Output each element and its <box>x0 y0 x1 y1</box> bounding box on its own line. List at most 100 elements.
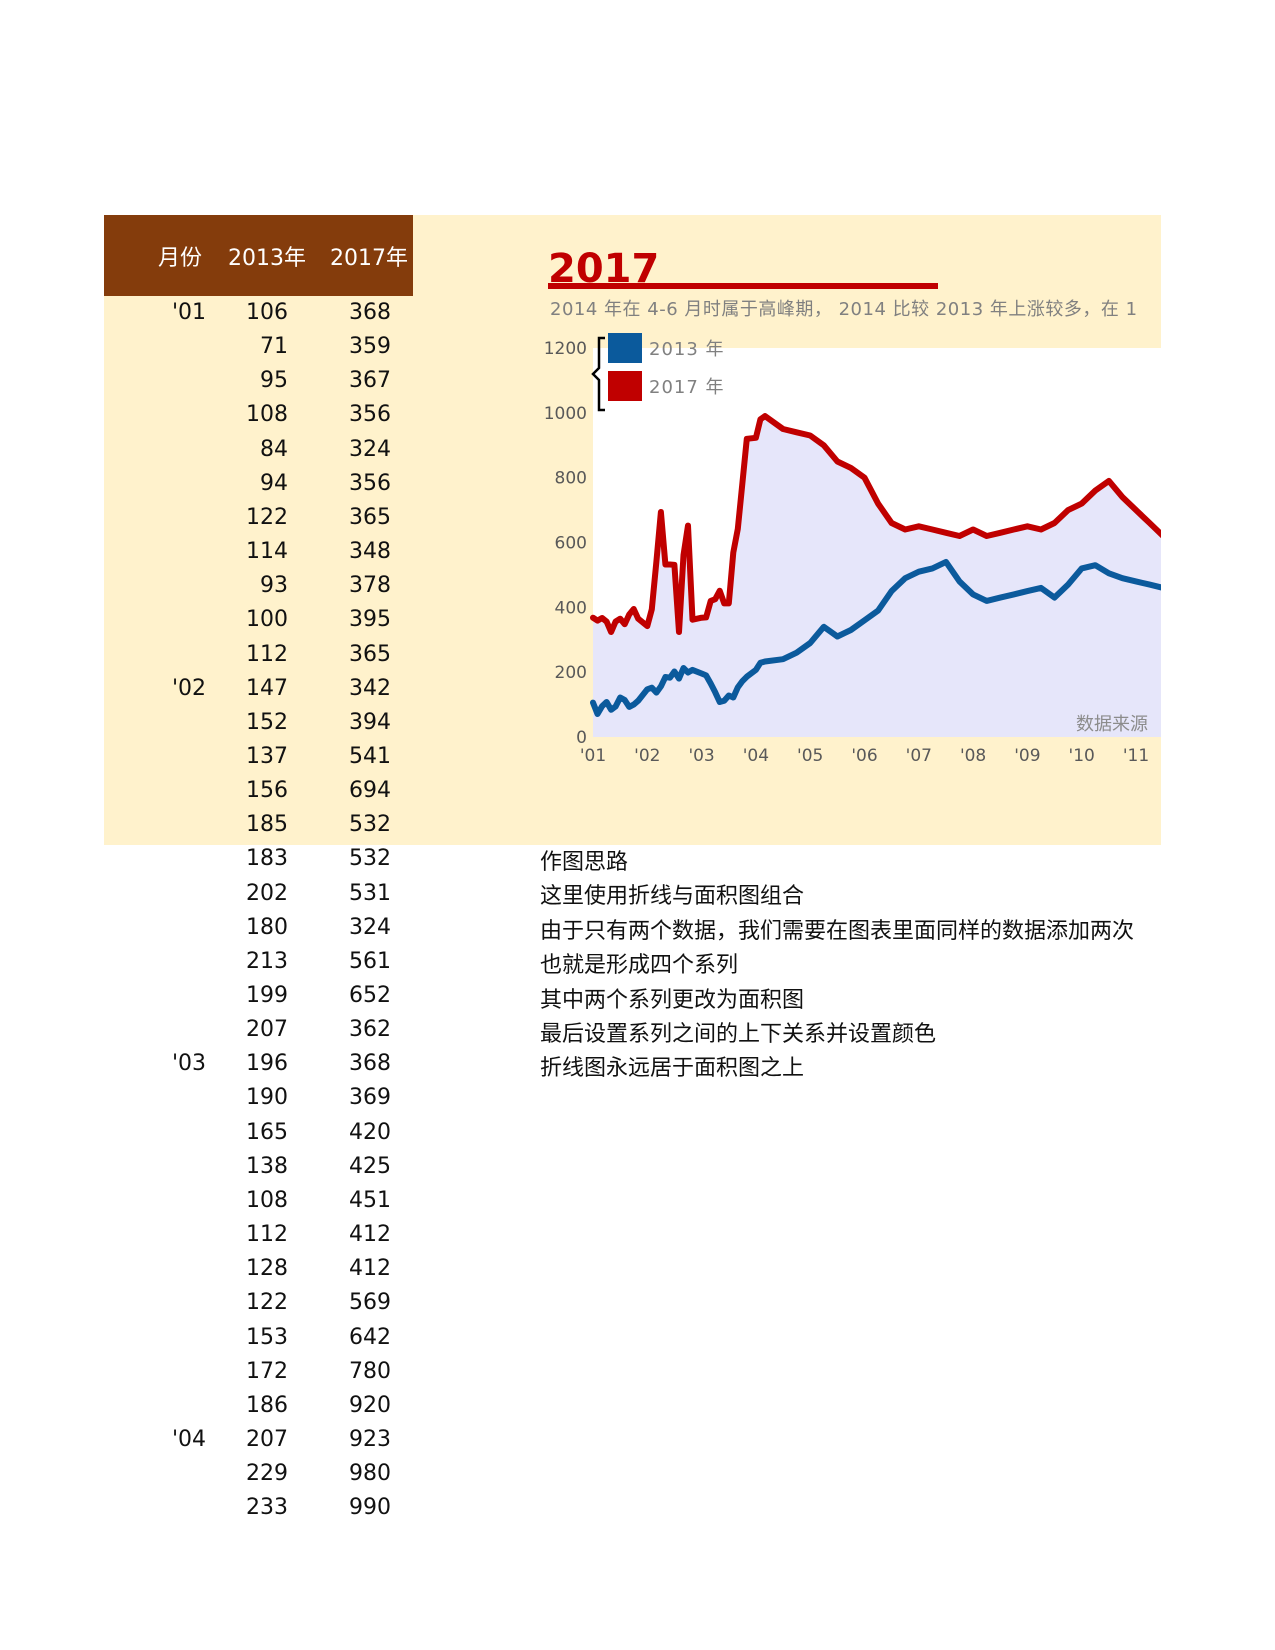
value-2013-cell[interactable]: 108 <box>246 402 288 428</box>
value-2013-cell[interactable]: 213 <box>246 948 288 974</box>
value-2017-cell[interactable]: 694 <box>349 778 391 804</box>
note-line-2[interactable]: 这里使用折线与面积图组合 <box>540 884 805 910</box>
value-2013-cell[interactable]: 207 <box>246 1426 288 1452</box>
x-tick-label: '06 <box>851 746 877 766</box>
value-2017-cell[interactable]: 365 <box>349 641 391 667</box>
value-2017-cell[interactable]: 532 <box>349 812 391 838</box>
value-2017-cell[interactable]: 412 <box>349 1222 391 1248</box>
value-2017-cell[interactable]: 532 <box>349 846 391 872</box>
value-2017-cell[interactable]: 923 <box>349 1426 391 1452</box>
value-2013-cell[interactable]: 180 <box>246 914 288 940</box>
value-2013-cell[interactable]: 233 <box>246 1495 288 1521</box>
value-2017-cell[interactable]: 324 <box>349 914 391 940</box>
value-2013-cell[interactable]: 84 <box>260 436 288 462</box>
value-2013-cell[interactable]: 153 <box>246 1324 288 1350</box>
note-line-3[interactable]: 由于只有两个数据，我们需要在图表里面同样的数据添加两次 <box>540 918 1135 944</box>
value-2017-cell[interactable]: 356 <box>349 402 391 428</box>
note-line-4[interactable]: 也就是形成四个系列 <box>540 953 739 979</box>
value-2013-cell[interactable]: 196 <box>246 1051 288 1077</box>
value-2013-cell[interactable]: 156 <box>246 778 288 804</box>
value-2017-cell[interactable]: 359 <box>349 334 391 360</box>
month-cell[interactable]: '01 <box>172 300 207 325</box>
value-2013-cell[interactable]: 95 <box>260 368 288 394</box>
value-2013-cell[interactable]: 112 <box>246 1222 288 1248</box>
y-tick-label: 200 <box>555 663 587 683</box>
value-2013-cell[interactable]: 137 <box>246 743 288 769</box>
value-2017-cell[interactable]: 980 <box>349 1461 391 1487</box>
table-row: 202 531 <box>104 877 413 911</box>
value-2017-cell[interactable]: 420 <box>349 1119 391 1145</box>
value-2017-cell[interactable]: 780 <box>349 1358 391 1384</box>
value-2013-cell[interactable]: 122 <box>246 1290 288 1316</box>
table-row: 199 652 <box>104 979 413 1013</box>
value-2013-cell[interactable]: 202 <box>246 880 288 906</box>
value-2017-cell[interactable]: 561 <box>349 948 391 974</box>
table-row: 94 356 <box>104 467 413 501</box>
value-2013-cell[interactable]: 183 <box>246 846 288 872</box>
value-2017-cell[interactable]: 369 <box>349 1085 391 1111</box>
note-line-1[interactable]: 作图思路 <box>540 850 629 875</box>
value-2017-cell[interactable]: 541 <box>349 743 391 769</box>
value-2017-cell[interactable]: 367 <box>349 368 391 394</box>
value-2017-cell[interactable]: 531 <box>349 880 391 906</box>
value-2013-cell[interactable]: 122 <box>246 504 288 530</box>
value-2017-cell[interactable]: 642 <box>349 1324 391 1350</box>
month-cell[interactable]: '03 <box>172 1051 207 1077</box>
header-month[interactable]: 月份 <box>158 246 203 271</box>
note-line-5[interactable]: 其中两个系列更改为面积图 <box>540 987 805 1013</box>
table-row: 180 324 <box>104 911 413 945</box>
value-2017-cell[interactable]: 990 <box>349 1495 391 1521</box>
value-2017-cell[interactable]: 920 <box>349 1392 391 1418</box>
value-2017-cell[interactable]: 368 <box>349 300 391 325</box>
table-row: '03 196 368 <box>104 1047 413 1081</box>
note-line-7[interactable]: 折线图永远居于面积图之上 <box>540 1056 805 1082</box>
value-2013-cell[interactable]: 186 <box>246 1392 288 1418</box>
value-2017-cell[interactable]: 569 <box>349 1290 391 1316</box>
value-2013-cell[interactable]: 152 <box>246 709 288 735</box>
value-2017-cell[interactable]: 365 <box>349 504 391 530</box>
value-2013-cell[interactable]: 94 <box>260 470 288 496</box>
value-2017-cell[interactable]: 378 <box>349 573 391 599</box>
value-2013-cell[interactable]: 108 <box>246 1187 288 1213</box>
header-2017[interactable]: 2017年 <box>330 246 408 271</box>
value-2017-cell[interactable]: 425 <box>349 1153 391 1179</box>
value-2013-cell[interactable]: 185 <box>246 812 288 838</box>
value-2017-cell[interactable]: 652 <box>349 983 391 1008</box>
value-2017-cell[interactable]: 356 <box>349 470 391 496</box>
value-2013-cell[interactable]: 128 <box>246 1256 288 1282</box>
table-row: 156 694 <box>104 774 413 808</box>
value-2013-cell[interactable]: 112 <box>246 641 288 667</box>
note-line-6[interactable]: 最后设置系列之间的上下关系并设置颜色 <box>540 1021 937 1047</box>
value-2017-cell[interactable]: 368 <box>349 1051 391 1077</box>
value-2017-cell[interactable]: 342 <box>349 675 391 701</box>
value-2013-cell[interactable]: 93 <box>260 573 288 599</box>
value-2013-cell[interactable]: 114 <box>246 539 288 565</box>
table-row: 122 365 <box>104 501 413 535</box>
table-row: 229 980 <box>104 1457 413 1491</box>
value-2013-cell[interactable]: 106 <box>246 300 288 325</box>
value-2013-cell[interactable]: 207 <box>246 1017 288 1043</box>
header-2013[interactable]: 2013年 <box>228 246 306 271</box>
table-row: 71 359 <box>104 330 413 364</box>
value-2017-cell[interactable]: 348 <box>349 539 391 565</box>
value-2017-cell[interactable]: 324 <box>349 436 391 462</box>
value-2013-cell[interactable]: 229 <box>246 1461 288 1487</box>
value-2017-cell[interactable]: 395 <box>349 607 391 633</box>
month-cell[interactable]: '04 <box>172 1426 207 1452</box>
value-2017-cell[interactable]: 412 <box>349 1256 391 1282</box>
x-tick-label: '09 <box>1014 746 1040 766</box>
value-2017-cell[interactable]: 394 <box>349 709 391 735</box>
value-2013-cell[interactable]: 100 <box>246 607 288 633</box>
value-2013-cell[interactable]: 172 <box>246 1358 288 1384</box>
value-2013-cell[interactable]: 71 <box>260 334 288 360</box>
value-2013-cell[interactable]: 165 <box>246 1119 288 1145</box>
x-tick-label: '02 <box>634 746 660 766</box>
value-2017-cell[interactable]: 451 <box>349 1187 391 1213</box>
month-cell[interactable]: '02 <box>172 675 207 701</box>
value-2013-cell[interactable]: 138 <box>246 1153 288 1179</box>
value-2013-cell[interactable]: 147 <box>246 675 288 701</box>
value-2017-cell[interactable]: 362 <box>349 1017 391 1043</box>
value-2013-cell[interactable]: 199 <box>246 983 288 1008</box>
value-2013-cell[interactable]: 190 <box>246 1085 288 1111</box>
table-background-band <box>104 215 413 845</box>
